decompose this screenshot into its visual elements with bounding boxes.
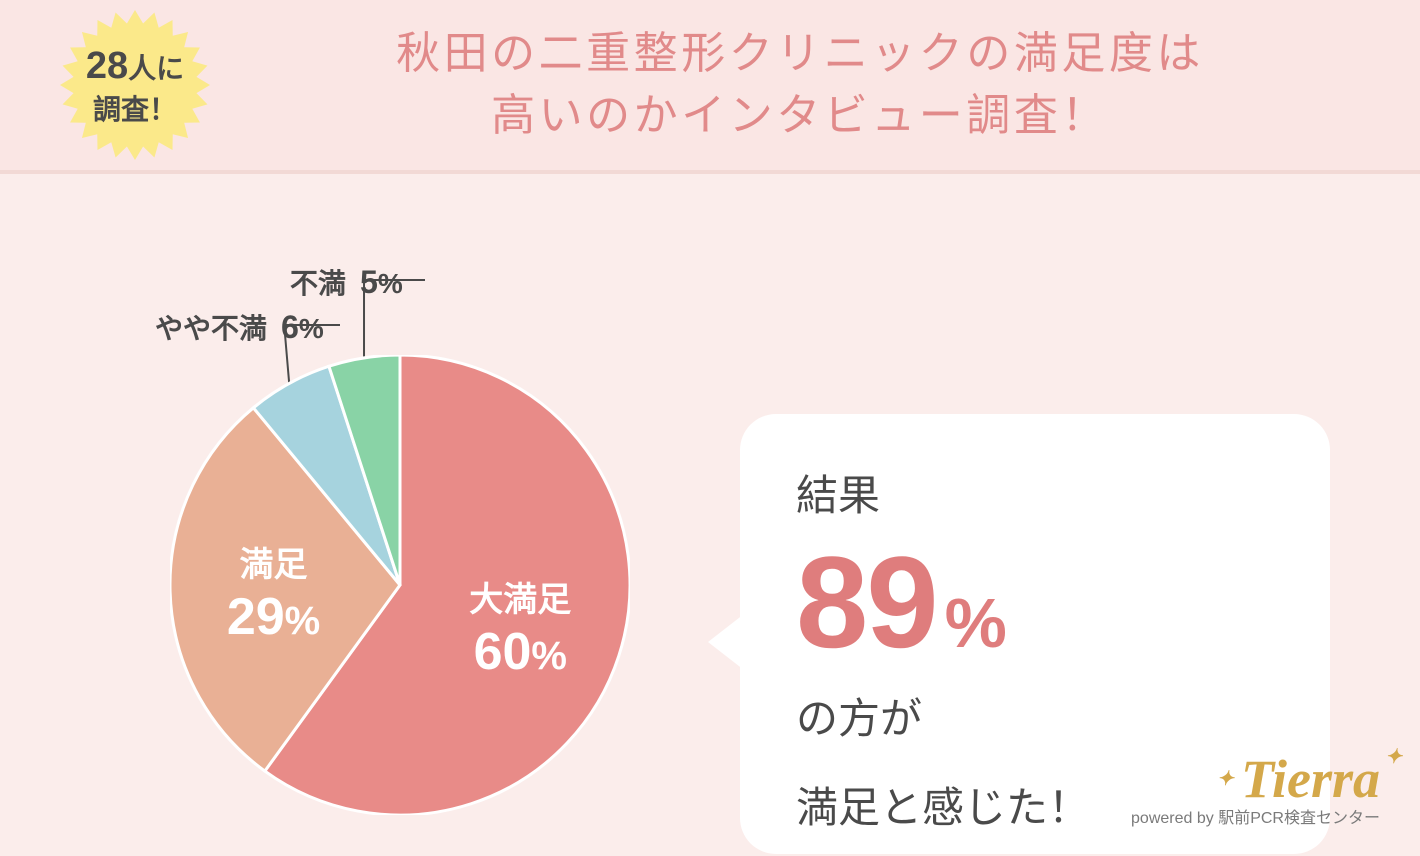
result-number: 89: [796, 529, 937, 675]
pie-external-label: やや不満6%: [155, 307, 324, 347]
sparkle-icon: ✦: [1385, 744, 1402, 769]
survey-badge: 28人に 調査！: [60, 10, 210, 160]
pie-external-label: 不満5%: [290, 262, 403, 302]
result-unit: %: [945, 584, 1007, 662]
badge-suffix: 人に: [128, 53, 184, 84]
result-line3: の方が: [796, 685, 1274, 746]
result-percent: 89%: [796, 537, 1274, 667]
pie-svg: [170, 355, 630, 815]
badge-text: 28人に 調査！: [86, 42, 184, 128]
title-line-2: 高いのかインタビュー調査！: [491, 91, 1109, 140]
sparkle-icon: ✦: [1217, 766, 1234, 791]
brand-name: ✦ Tierra ✦: [1241, 748, 1380, 810]
pie-chart: 大満足60%満足29%やや不満6%不満5%: [100, 235, 720, 795]
result-label: 結果: [796, 462, 1274, 523]
brand-logo: ✦ Tierra ✦ powered by 駅前PCR検査センター: [1131, 748, 1380, 828]
pie-wrap: [170, 355, 630, 815]
header: 28人に 調査！ 秋田の二重整形クリニックの満足度は 高いのかインタビュー調査！: [0, 0, 1420, 170]
badge-number: 28: [86, 45, 128, 87]
title-line-1: 秋田の二重整形クリニックの満足度は: [396, 29, 1204, 78]
badge-line2: 調査！: [86, 92, 184, 128]
body: 大満足60%満足29%やや不満6%不満5% 結果 89% の方が 満足と感じた！…: [0, 174, 1420, 856]
page-title: 秋田の二重整形クリニックの満足度は 高いのかインタビュー調査！: [240, 23, 1360, 146]
